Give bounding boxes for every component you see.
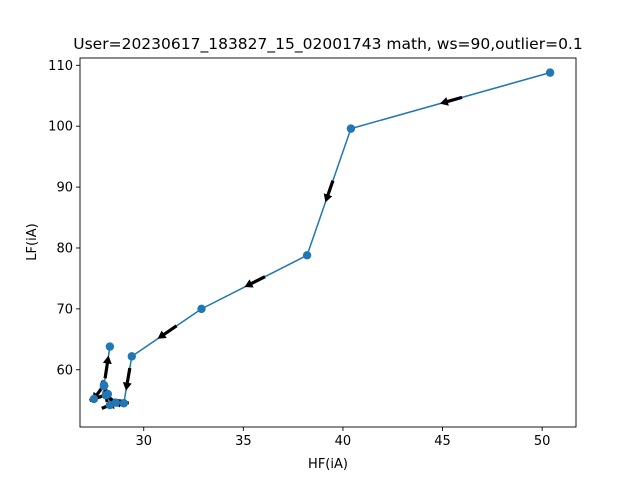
x-axis-label: HF(iA) [308,457,348,472]
direction-arrow [102,355,112,379]
x-tick-label: 45 [434,434,451,449]
y-tick-label: 80 [56,241,73,256]
direction-arrow [157,324,178,339]
data-point [197,304,206,314]
series-layer [93,71,551,406]
data-point [105,342,115,351]
data-point [127,352,136,361]
x-tick-label: 40 [335,434,352,449]
data-point [99,382,109,391]
arrow-shape [323,180,335,203]
direction-arrow [323,180,335,203]
y-tick-label: 90 [56,181,73,196]
data-point [346,124,356,133]
arrow-shape [157,324,178,339]
data-point [545,68,555,77]
direction-arrow [244,275,266,288]
y-tick-label: 100 [48,120,73,135]
data-point [103,389,113,399]
arrow-shape [439,95,463,106]
arrow-shape [244,275,266,288]
x-tick-label: 50 [534,434,551,449]
axes-frame [79,57,577,428]
plot-area [79,57,577,428]
series-line [93,71,551,406]
y-tick-label: 60 [56,363,73,378]
data-point [119,399,129,408]
marker-layer [89,68,555,410]
data-point [302,251,312,260]
x-tick-label: 35 [235,434,252,449]
arrow-layer [89,95,463,410]
chart-title: User=20230617_183827_15_02001743 math, w… [73,35,582,54]
y-axis-label: LF(iA) [25,223,40,260]
direction-arrow [439,95,463,106]
y-tick-label: 110 [48,59,73,74]
direction-arrow [122,367,132,391]
y-axis: 60 70 80 90 100 110 [48,59,80,378]
y-tick-label: 70 [56,302,73,317]
data-point [89,394,99,404]
arrow-shape [122,367,132,391]
x-tick-label: 30 [135,434,152,449]
data-point [111,398,121,407]
arrow-shape [102,355,112,379]
x-axis: 30 35 40 45 50 [135,427,550,449]
